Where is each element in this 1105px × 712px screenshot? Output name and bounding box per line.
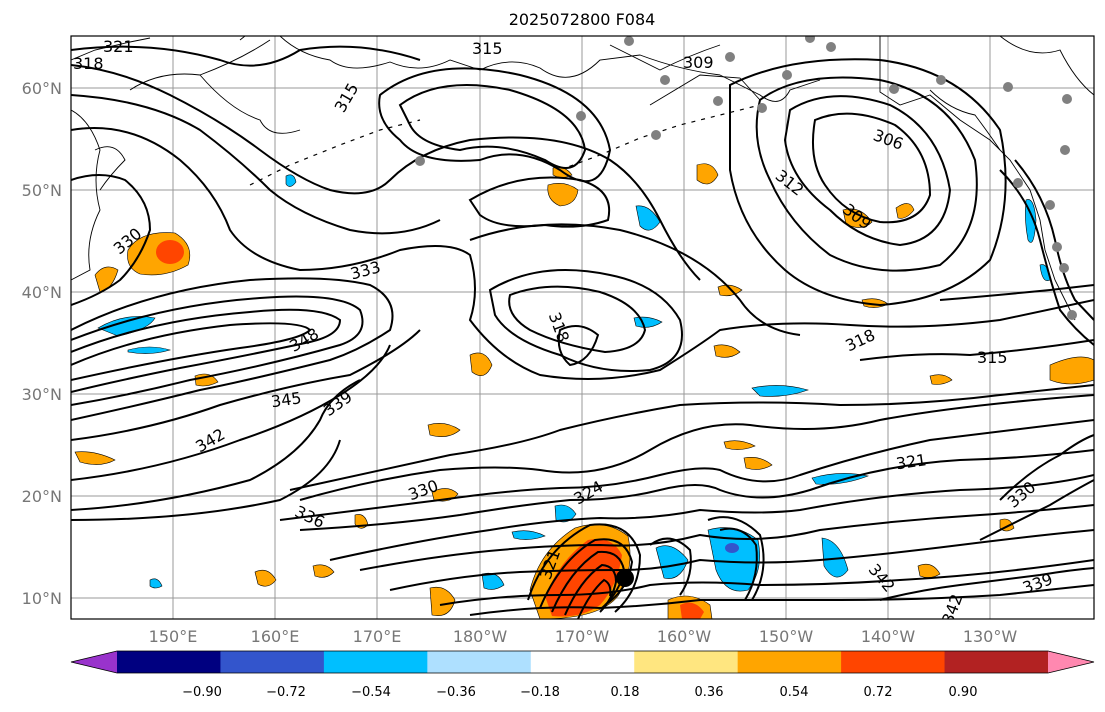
colorbar-tick-label: 0.90 [949,685,978,700]
colorbar-extend-high [1048,651,1094,673]
lat-label: 20°N [22,487,62,506]
colorbar-outline [70,650,1095,674]
contour-label: 315 [977,348,1008,367]
shaded-field [74,163,1094,619]
colorbar-ticks: −0.90 −0.72 −0.54 −0.36 −0.18 0.18 0.36 … [182,685,977,700]
lon-label: 140°W [861,627,916,646]
lat-label: 10°N [22,589,62,608]
contour-label: 321 [895,450,928,473]
colorbar-tick-label: −0.72 [266,685,306,700]
colorbar-tick-label: 0.36 [695,685,724,700]
colorbar-cell [944,651,1049,673]
map-content: 321 318 315 315 309 306 312 309 330 333 … [71,36,1094,619]
contour-label: 315 [472,39,503,58]
colorbar-tick-label: −0.18 [520,685,560,700]
contour-label: 318 [73,54,104,73]
colorbar-cell [117,651,221,673]
colorbar-tick-label: −0.90 [182,685,222,700]
lat-label: 30°N [22,385,62,404]
colorbar-cell [737,651,842,673]
colorbar-cell [841,651,946,673]
storm-center-marker [616,569,634,587]
map-border [70,35,1095,620]
lat-label: 50°N [22,181,62,200]
lon-label: 150°E [149,627,198,646]
lon-label: 180°W [453,627,508,646]
longitude-labels: 150°E 160°E 170°E 180°W 170°W 160°W 150°… [149,627,1018,646]
colorbar-cell [427,651,532,673]
colorbar-cell [220,651,325,673]
colorbar: −0.90 −0.72 −0.54 −0.36 −0.18 0.18 0.36 … [70,650,1095,700]
contour-label: 321 [103,37,134,56]
lon-label: 160°W [657,627,712,646]
latitude-labels: 60°N 50°N 40°N 30°N 20°N 10°N [22,79,62,608]
colorbar-cells [70,650,1095,674]
lon-label: 170°E [353,627,402,646]
lat-label: 40°N [22,283,62,302]
lon-label: 130°W [963,627,1018,646]
station-markers [415,36,1077,320]
contour-lines [71,45,1094,619]
colorbar-extend-low [71,651,117,673]
colorbar-tick-label: 0.54 [780,685,809,700]
colorbar-tick-label: 0.18 [611,685,640,700]
lon-label: 160°E [251,627,300,646]
contour-label: 345 [270,388,303,411]
colorbar-tick-label: 0.72 [864,685,893,700]
lat-label: 60°N [22,79,62,98]
colorbar-tick-label: −0.54 [351,685,391,700]
colorbar-cell [323,651,428,673]
map-title: 2025072800 F084 [509,10,656,29]
coastlines [71,36,1094,321]
colorbar-cell [634,651,739,673]
lon-label: 150°W [759,627,814,646]
colorbar-cell [530,651,635,673]
contour-label: 309 [683,53,714,72]
lon-label: 170°W [555,627,610,646]
colorbar-tick-label: −0.36 [436,685,476,700]
